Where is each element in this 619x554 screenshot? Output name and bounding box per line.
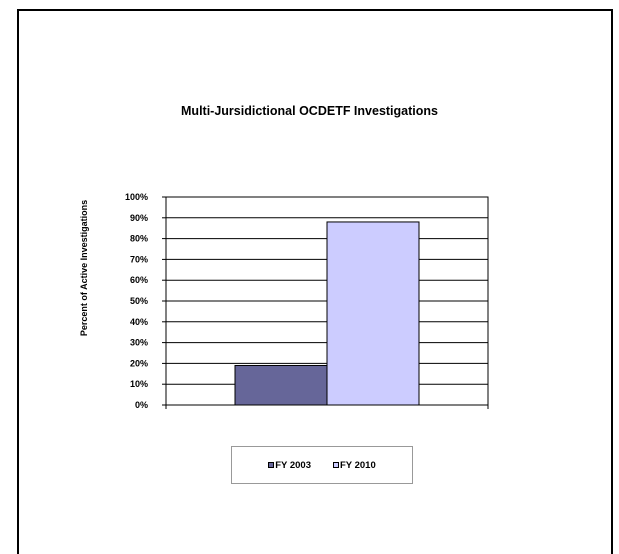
- legend: FY 2003 FY 2010: [231, 446, 413, 484]
- y-tick-label: 60%: [130, 275, 148, 285]
- y-tick-label: 10%: [130, 379, 148, 389]
- chart-title: Multi-Jursidictional OCDETF Investigatio…: [181, 104, 438, 118]
- y-tick-label: 100%: [125, 192, 148, 202]
- legend-item-fy2003: FY 2003: [268, 460, 311, 471]
- legend-label-fy2003: FY 2003: [275, 459, 311, 471]
- bar-fy2010: [326, 221, 420, 406]
- y-tick-label: 90%: [130, 213, 148, 223]
- bar-fy2003: [234, 364, 328, 406]
- bars: [234, 221, 420, 406]
- y-tick-label: 40%: [130, 317, 148, 327]
- y-tick-label: 0%: [135, 400, 148, 410]
- legend-item-fy2010: FY 2010: [333, 460, 376, 471]
- y-axis-ticks: 0% 10% 20% 30% 40% 50% 60% 70% 80% 90% 100%: [125, 192, 489, 410]
- legend-swatch-fy2003: [268, 462, 275, 468]
- y-tick-label: 50%: [130, 296, 148, 306]
- legend-label-fy2010: FY 2010: [340, 459, 376, 471]
- y-tick-label: 70%: [130, 254, 148, 264]
- chart-frame: [17, 9, 613, 554]
- legend-swatch-fy2010: [333, 462, 339, 468]
- y-tick-label: 30%: [130, 338, 148, 348]
- y-tick-label: 80%: [130, 234, 148, 244]
- y-tick-label: 20%: [130, 358, 148, 368]
